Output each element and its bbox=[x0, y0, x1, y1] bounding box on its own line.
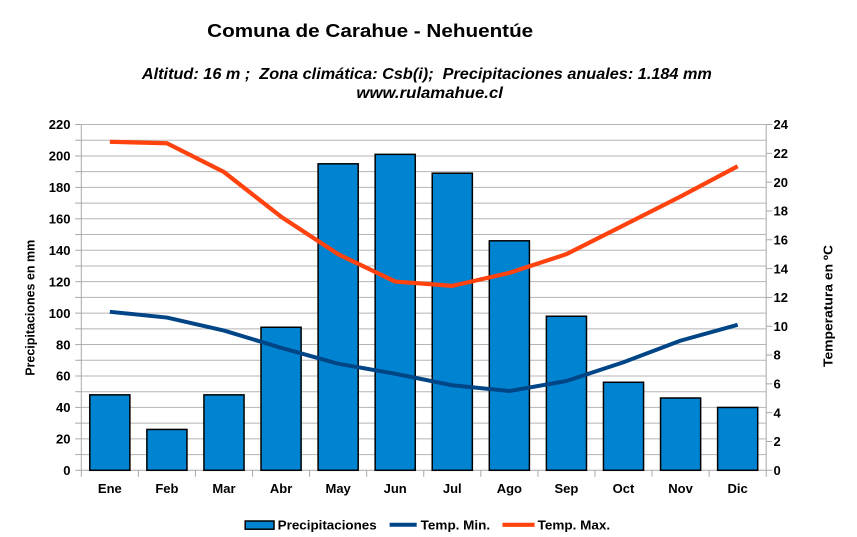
svg-text:Mar: Mar bbox=[212, 481, 235, 496]
svg-text:Precipitaciones: Precipitaciones bbox=[278, 518, 377, 533]
svg-text:Nov: Nov bbox=[668, 481, 693, 496]
svg-text:Feb: Feb bbox=[155, 481, 178, 496]
svg-text:40: 40 bbox=[56, 400, 70, 415]
svg-text:www.rulamahue.cl: www.rulamahue.cl bbox=[356, 85, 503, 102]
svg-text:180: 180 bbox=[49, 180, 71, 195]
svg-text:100: 100 bbox=[49, 306, 71, 321]
svg-text:0: 0 bbox=[63, 463, 70, 478]
svg-text:Sep: Sep bbox=[555, 481, 579, 496]
svg-text:8: 8 bbox=[774, 348, 781, 363]
svg-text:Jul: Jul bbox=[443, 481, 462, 496]
svg-text:24: 24 bbox=[774, 117, 789, 132]
svg-text:Temp. Min.: Temp. Min. bbox=[421, 518, 491, 533]
svg-text:Comuna de Carahue - Nehuentúe: Comuna de Carahue - Nehuentúe bbox=[207, 20, 533, 41]
svg-text:18: 18 bbox=[774, 204, 788, 219]
svg-text:160: 160 bbox=[49, 212, 71, 227]
svg-text:Temperatura en ºC: Temperatura en ºC bbox=[821, 244, 836, 367]
svg-text:Abr: Abr bbox=[270, 481, 292, 496]
svg-text:Temp. Max.: Temp. Max. bbox=[538, 518, 611, 533]
svg-text:Precipitaciones en mm: Precipitaciones en mm bbox=[22, 240, 37, 376]
svg-text:20: 20 bbox=[774, 175, 788, 190]
svg-text:60: 60 bbox=[56, 369, 70, 384]
svg-text:Ago: Ago bbox=[497, 481, 522, 496]
svg-text:80: 80 bbox=[56, 337, 70, 352]
svg-text:16: 16 bbox=[774, 232, 788, 247]
svg-text:6: 6 bbox=[774, 377, 781, 392]
svg-text:140: 140 bbox=[49, 243, 71, 258]
svg-text:Ene: Ene bbox=[98, 481, 122, 496]
svg-text:Jun: Jun bbox=[384, 481, 407, 496]
svg-text:0: 0 bbox=[774, 463, 781, 478]
svg-text:4: 4 bbox=[774, 405, 782, 420]
svg-text:20: 20 bbox=[56, 432, 70, 447]
svg-text:22: 22 bbox=[774, 146, 788, 161]
svg-text:2: 2 bbox=[774, 434, 781, 449]
svg-text:220: 220 bbox=[49, 117, 71, 132]
svg-text:Altitud: 16 m ; Zona climátic: Altitud: 16 m ; Zona climática: Csb(i); … bbox=[141, 66, 712, 83]
svg-text:14: 14 bbox=[774, 261, 789, 276]
svg-text:200: 200 bbox=[49, 149, 71, 164]
svg-text:Oct: Oct bbox=[613, 481, 635, 496]
svg-text:120: 120 bbox=[49, 274, 71, 289]
svg-text:10: 10 bbox=[774, 319, 788, 334]
svg-text:Dic: Dic bbox=[728, 481, 748, 496]
svg-text:May: May bbox=[325, 481, 351, 496]
svg-text:12: 12 bbox=[774, 290, 788, 305]
